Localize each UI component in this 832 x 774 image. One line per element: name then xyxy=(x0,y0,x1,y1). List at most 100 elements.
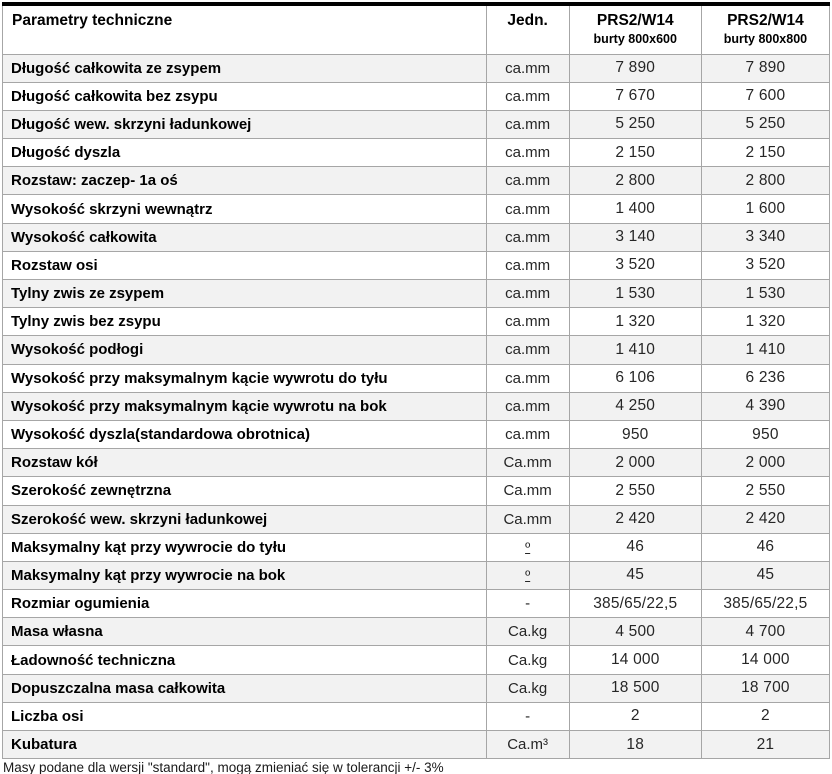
parameter-name-cell: Dopuszczalna masa całkowita xyxy=(2,673,487,703)
value-cell: 3 520 xyxy=(700,250,831,281)
parameter-name-cell: Tylny zwis ze zsypem xyxy=(2,278,487,309)
value-cell: 7 670 xyxy=(568,81,702,111)
unit-label: ca.mm xyxy=(505,87,551,105)
unit-cell: Ca.kg xyxy=(485,645,570,675)
value-cell: 5 250 xyxy=(568,109,702,140)
table-row: Rozstaw kół Ca.mm 2 000 2 000 xyxy=(2,448,831,478)
value-cell: 3 520 xyxy=(568,250,702,281)
table-row: Długość całkowita bez zsypu ca.mm 7 670 7 6… xyxy=(2,81,831,111)
value-cell: 3 140 xyxy=(568,222,702,252)
value-cell: 2 420 xyxy=(700,504,831,534)
parameter-name-cell: Długość dyszla xyxy=(2,138,487,168)
unit-cell: ca.mm xyxy=(485,250,570,281)
table-row: Dopuszczalna masa całkowita Ca.kg 18 500 18… xyxy=(2,673,831,703)
table-row: Maksymalny kąt przy wywrocie do tyłu º 46 4… xyxy=(2,532,831,562)
table-row: Długość wew. skrzyni ładunkowej ca.mm 5 25… xyxy=(2,109,831,140)
value-cell: 7 600 xyxy=(700,81,831,111)
value-cell: 950 xyxy=(568,419,702,450)
unit-cell: Ca.m³ xyxy=(485,729,570,760)
unit-cell: ca.mm xyxy=(485,194,570,224)
table-row: Rozstaw: zaczep- 1a oś ca.mm 2 800 2 800 xyxy=(2,166,831,196)
unit-label: - xyxy=(525,595,531,613)
value-cell: 2 800 xyxy=(700,166,831,196)
parameter-name-cell: Długość całkowita ze zsypem xyxy=(2,53,487,83)
unit-cell: ca.mm xyxy=(485,307,570,337)
unit-label: º xyxy=(525,566,531,583)
parameter-name-cell: Wysokość dyszla(standardowa obrotnica) xyxy=(2,419,487,450)
value-cell: 1 530 xyxy=(700,278,831,309)
value-cell: 6 106 xyxy=(568,363,702,393)
value-cell: 950 xyxy=(700,419,831,450)
table-body: Długość całkowita ze zsypem ca.mm 7 890 7 8… xyxy=(2,53,831,760)
parameter-name-cell: Tylny zwis bez zsypu xyxy=(2,307,487,337)
parameter-name-cell: Wysokość przy maksymalnym kącie wywrotu … xyxy=(2,391,487,421)
parameter-name-cell: Liczba osi xyxy=(2,701,487,732)
unit-label: ca.mm xyxy=(505,200,551,218)
unit-cell: Ca.kg xyxy=(485,617,570,647)
value-cell: 14 000 xyxy=(568,645,702,675)
value-cell: 18 xyxy=(568,729,702,760)
table-row: Wysokość podłogi ca.mm 1 410 1 410 xyxy=(2,335,831,365)
value-cell: 6 236 xyxy=(700,363,831,393)
value-cell: 7 890 xyxy=(700,53,831,83)
unit-label: Ca.mm xyxy=(503,454,552,472)
table-row: Wysokość przy maksymalnym kącie wywrotu … xyxy=(2,363,831,393)
parameter-name-cell: Ładowność techniczna xyxy=(2,645,487,675)
table-row: Ładowność techniczna Ca.kg 14 000 14 000 xyxy=(2,645,831,675)
value-cell: 2 000 xyxy=(568,448,702,478)
value-cell: 45 xyxy=(700,560,831,591)
parameter-name-cell: Wysokość podłogi xyxy=(2,335,487,365)
parameter-name-cell: Rozmiar ogumienia xyxy=(2,589,487,619)
table-row: Wysokość przy maksymalnym kącie wywrotu … xyxy=(2,391,831,421)
header-model-800x800: PRS2/W14 burty 800x800 xyxy=(700,3,831,55)
table-row: Rozmiar ogumienia - 385/65/22,5 385/65/22,5 xyxy=(2,589,831,619)
unit-label: ca.mm xyxy=(505,313,551,331)
header-unit: Jedn. xyxy=(485,3,570,55)
model-subtitle: burty 800x600 xyxy=(593,32,677,46)
unit-label: Ca.kg xyxy=(508,651,548,669)
value-cell: 4 500 xyxy=(568,617,702,647)
table-row: Liczba osi - 2 2 xyxy=(2,701,831,732)
unit-label: ca.mm xyxy=(505,228,551,246)
value-cell: 4 390 xyxy=(700,391,831,421)
technical-parameters-table: Parametry techniczne Jedn. PRS2/W14 burt… xyxy=(2,2,831,760)
unit-label: ca.mm xyxy=(505,426,551,444)
value-cell: 14 000 xyxy=(700,645,831,675)
value-cell: 1 410 xyxy=(700,335,831,365)
model-title: PRS2/W14 xyxy=(596,12,674,29)
value-cell: 46 xyxy=(700,532,831,562)
table-row: Tylny zwis bez zsypu ca.mm 1 320 1 320 xyxy=(2,307,831,337)
value-cell: 45 xyxy=(568,560,702,591)
unit-cell: ca.mm xyxy=(485,391,570,421)
value-cell: 1 320 xyxy=(568,307,702,337)
value-cell: 2 800 xyxy=(568,166,702,196)
parameter-name-cell: Wysokość skrzyni wewnątrz xyxy=(2,194,487,224)
parameter-name-cell: Kubatura xyxy=(2,729,487,760)
value-cell: 2 150 xyxy=(700,138,831,168)
value-cell: 18 700 xyxy=(700,673,831,703)
unit-cell: Ca.mm xyxy=(485,476,570,506)
table-row: Maksymalny kąt przy wywrocie na bok º 45 45 xyxy=(2,560,831,591)
unit-cell: ca.mm xyxy=(485,335,570,365)
unit-label: ca.mm xyxy=(505,341,551,359)
unit-cell: Ca.mm xyxy=(485,448,570,478)
unit-label: Ca.kg xyxy=(508,623,548,641)
model-title: PRS2/W14 xyxy=(727,12,804,29)
value-cell: 2 xyxy=(700,701,831,732)
table-row: Tylny zwis ze zsypem ca.mm 1 530 1 530 xyxy=(2,278,831,309)
parameter-name-cell: Wysokość przy maksymalnym kącie wywrotu … xyxy=(2,363,487,393)
unit-label: Ca.kg xyxy=(508,679,548,697)
unit-label: Ca.m³ xyxy=(507,736,549,754)
unit-label: Ca.mm xyxy=(503,482,552,500)
unit-cell: - xyxy=(485,701,570,732)
value-cell: 5 250 xyxy=(700,109,831,140)
value-cell: 2 xyxy=(568,701,702,732)
unit-label: ca.mm xyxy=(505,59,551,77)
parameter-name-cell: Wysokość całkowita xyxy=(2,222,487,252)
parameter-name-cell: Masa własna xyxy=(2,617,487,647)
unit-label: ca.mm xyxy=(505,144,551,162)
unit-cell: ca.mm xyxy=(485,278,570,309)
unit-cell: Ca.mm xyxy=(485,504,570,534)
value-cell: 1 320 xyxy=(700,307,831,337)
unit-cell: ca.mm xyxy=(485,419,570,450)
